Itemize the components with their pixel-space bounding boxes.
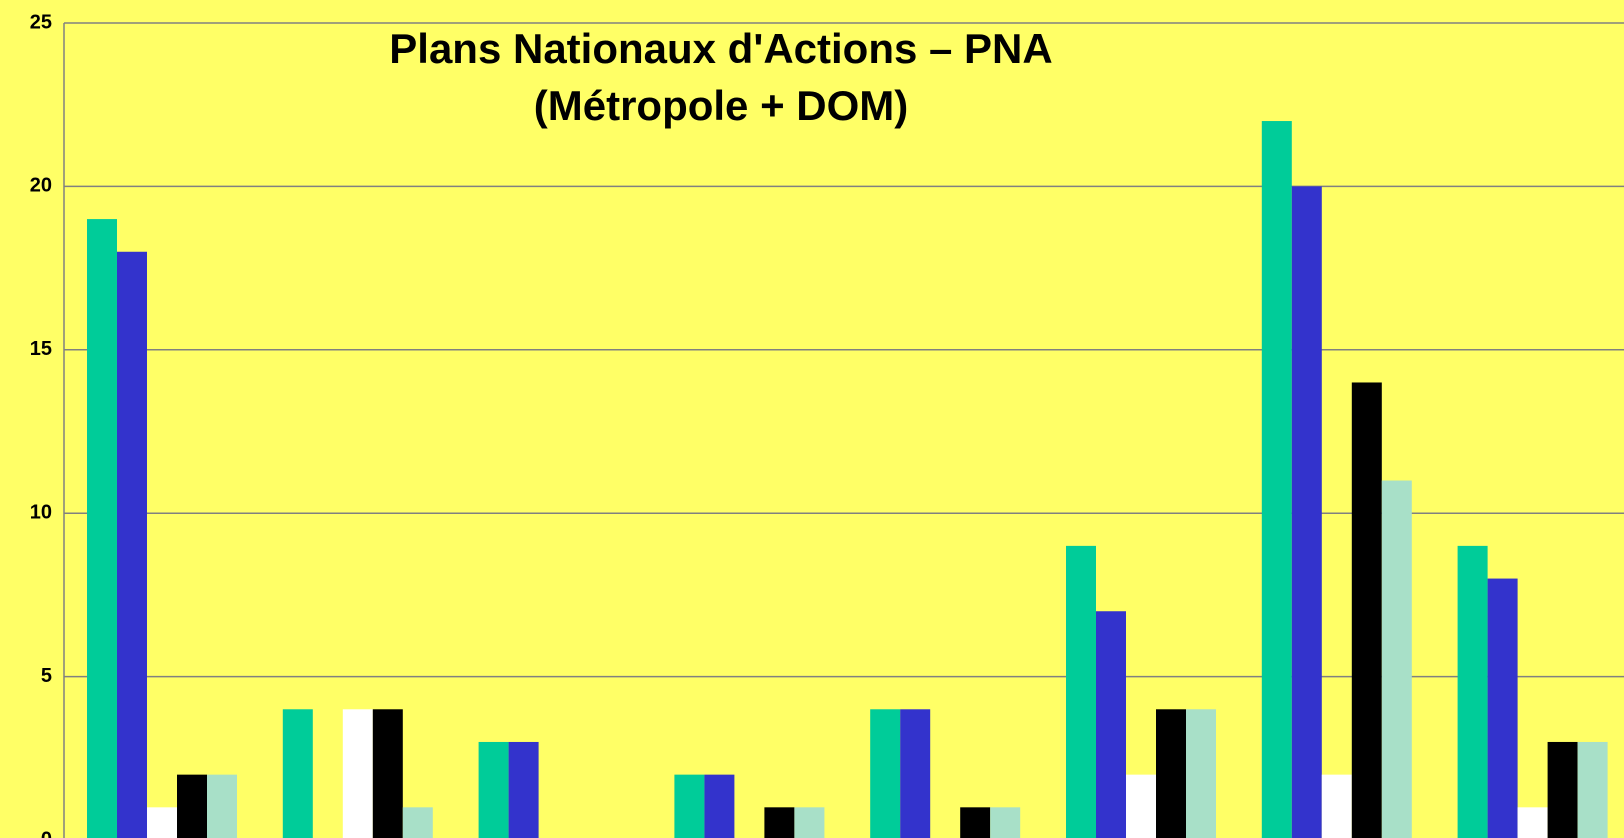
bar [1321,774,1352,838]
bar [960,807,991,838]
bar [1156,709,1186,838]
bar [704,774,735,838]
y-tick-label: 5 [41,665,52,687]
bar [1487,578,1518,838]
y-tick-label: 15 [30,338,52,360]
bar [1351,382,1382,838]
bar [87,219,117,838]
y-tick-label: 25 [30,11,52,33]
bar [1096,611,1126,838]
bar [1547,741,1578,838]
bar [1577,741,1608,838]
bar [764,807,795,838]
bar [1186,709,1216,838]
bar [372,709,403,838]
y-tick-label: 10 [30,501,52,523]
bar [147,807,177,838]
bar [674,774,705,838]
bar [207,774,237,838]
bar [282,709,313,838]
bar [1261,121,1292,838]
bar [1381,480,1412,838]
chart-title: (Métropole + DOM) [534,82,909,129]
y-tick-label: 0 [41,828,52,838]
bar [794,807,825,838]
bar [1126,774,1156,838]
bar [508,741,539,838]
bar [900,709,931,838]
bar [177,774,207,838]
bar [1517,807,1548,838]
bar [342,709,373,838]
bar [870,709,901,838]
bar [402,807,433,838]
bar [1457,545,1488,838]
bar [1066,545,1096,838]
chart-title: Plans Nationaux d'Actions – PNA [389,25,1052,72]
bar [990,807,1021,838]
bar [478,741,509,838]
y-tick-label: 20 [30,175,52,197]
bar [1291,186,1322,838]
bar [117,251,147,838]
